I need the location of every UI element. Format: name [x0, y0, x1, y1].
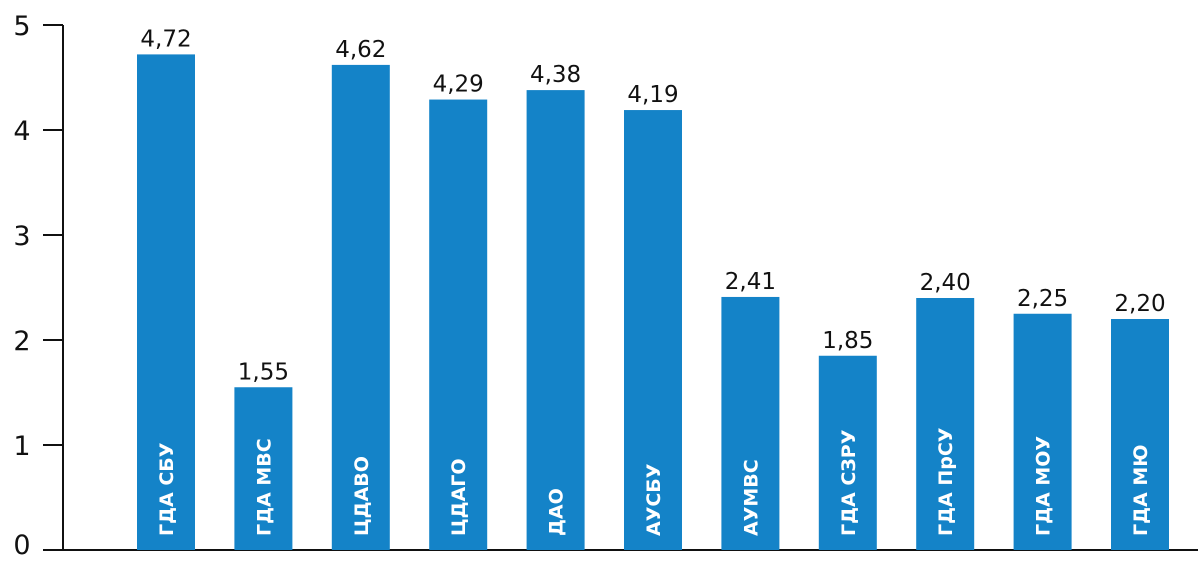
bar-value-label: 4,72: [140, 26, 191, 52]
bar-value-label: 1,85: [822, 328, 873, 354]
bar: [1111, 319, 1169, 550]
bar: [429, 99, 488, 551]
bar: [624, 110, 682, 551]
bar-value-label: 4,29: [433, 72, 484, 98]
category-label: ЦДАВО: [351, 456, 373, 536]
bar-value-label: 1,55: [238, 359, 289, 385]
category-label: ГДА МОУ: [1033, 436, 1055, 536]
bar-value-label: 2,41: [725, 269, 776, 295]
category-label: ДАО: [546, 488, 568, 536]
y-tick-label: 0: [13, 530, 30, 561]
bar-value-label: 4,19: [627, 82, 678, 108]
y-tick-label: 2: [13, 326, 30, 357]
bar-value-label: 2,40: [920, 270, 971, 296]
bar-value-label: 4,62: [335, 37, 386, 63]
bar: [137, 54, 195, 551]
bars: [137, 54, 1169, 551]
bar: [1013, 313, 1072, 550]
category-label: АУСБУ: [643, 463, 665, 536]
bar: [526, 90, 585, 550]
category-label: АУМВС: [740, 459, 762, 536]
category-label: ГДА МЮ: [1130, 444, 1152, 536]
bar: [721, 296, 780, 550]
y-tick-label: 3: [13, 221, 30, 252]
bar-value-label: 2,25: [1017, 286, 1068, 312]
category-label: ГДА СБУ: [156, 442, 178, 536]
y-tick-label: 4: [13, 116, 30, 147]
bar-value-label: 4,38: [530, 62, 581, 88]
bar: [916, 298, 975, 550]
bar: [331, 64, 390, 551]
bar-value-label: 2,20: [1114, 291, 1165, 317]
category-label: ГДА СЗРУ: [838, 429, 860, 536]
y-tick-label: 1: [13, 431, 30, 462]
y-tick-label: 5: [13, 11, 30, 42]
labels: 4,72 ГДА СБУ 1,55 ГДА МВС 4,62 ЦДАВО 4,29 ЦДАГО…: [140, 26, 1165, 536]
category-label: ГДА МВС: [253, 438, 275, 536]
bar: [234, 387, 293, 550]
category-label: ГДА ПрСУ: [935, 427, 957, 536]
category-label: ЦДАГО: [448, 458, 470, 536]
bar: [818, 355, 877, 550]
